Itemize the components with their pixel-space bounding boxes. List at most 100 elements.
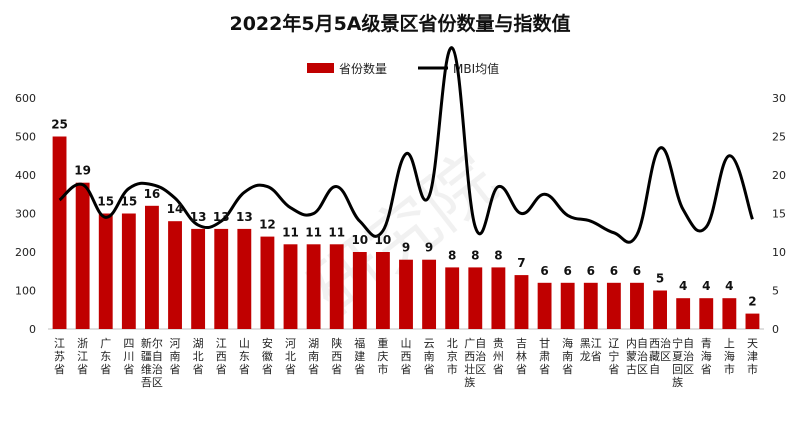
category-label: 黑龙江省 bbox=[580, 337, 602, 363]
bar bbox=[375, 252, 390, 329]
bar-data-label: 15 bbox=[120, 195, 137, 209]
bar-data-label: 6 bbox=[563, 264, 571, 278]
bar-data-label: 15 bbox=[97, 195, 114, 209]
bar bbox=[191, 228, 206, 329]
bar-data-label: 9 bbox=[425, 241, 433, 255]
category-label: 浙江省 bbox=[77, 337, 88, 376]
bar-data-label: 4 bbox=[702, 279, 710, 293]
bar bbox=[560, 282, 575, 329]
bars bbox=[52, 136, 760, 329]
bar-data-label: 7 bbox=[517, 256, 525, 270]
bar bbox=[583, 282, 598, 329]
y-right-tick-label: 0 bbox=[772, 323, 779, 336]
bar-data-label: 11 bbox=[282, 225, 299, 239]
category-label: 福建省 bbox=[354, 336, 365, 376]
bar bbox=[145, 205, 159, 329]
category-label: 陕西省 bbox=[331, 336, 342, 376]
y-left-tick-label: 100 bbox=[15, 285, 36, 298]
bar bbox=[606, 282, 621, 329]
bar-data-label: 6 bbox=[610, 264, 618, 278]
bar-data-label: 2 bbox=[748, 295, 756, 309]
bar bbox=[214, 228, 229, 329]
bar bbox=[745, 313, 760, 329]
y-left-tick-label: 600 bbox=[15, 92, 36, 105]
legend-bar-label: 省份数量 bbox=[339, 61, 387, 76]
y-right-tick-label: 15 bbox=[772, 208, 786, 221]
bar-data-label: 19 bbox=[74, 164, 91, 178]
category-label: 江苏省 bbox=[54, 337, 65, 376]
y-left-tick-label: 300 bbox=[15, 208, 36, 221]
category-label: 安徽省 bbox=[262, 336, 273, 376]
bar bbox=[52, 136, 67, 329]
y-right-tick-label: 25 bbox=[772, 131, 786, 144]
bar-data-label: 11 bbox=[328, 225, 345, 239]
category-label: 四川省 bbox=[123, 337, 134, 376]
bar-data-label: 13 bbox=[213, 210, 230, 224]
bar-data-label: 9 bbox=[402, 241, 410, 255]
bar bbox=[630, 282, 644, 329]
category-label: 江西省 bbox=[216, 337, 227, 376]
category-label: 广西壮族自治区 bbox=[464, 337, 486, 389]
bar bbox=[352, 252, 367, 329]
bar-data-label: 13 bbox=[236, 210, 253, 224]
category-label: 河南省 bbox=[170, 337, 181, 376]
y-left-tick-label: 0 bbox=[29, 323, 36, 336]
category-label: 青海省 bbox=[701, 337, 712, 376]
bar bbox=[121, 213, 136, 329]
bar-data-label: 13 bbox=[190, 210, 207, 224]
y-right-tick-label: 5 bbox=[772, 285, 779, 298]
category-label: 吉林省 bbox=[516, 337, 527, 376]
category-label: 山东省 bbox=[239, 337, 250, 376]
bar bbox=[491, 267, 506, 329]
bar bbox=[537, 282, 552, 329]
bar-data-label: 16 bbox=[144, 187, 161, 201]
bar bbox=[445, 267, 460, 329]
bar-data-label: 4 bbox=[679, 279, 687, 293]
y-left-tick-label: 400 bbox=[15, 169, 36, 182]
category-label: 湖北省 bbox=[193, 337, 204, 376]
legend: 省份数量 MBI均值 bbox=[307, 61, 499, 76]
bar-data-label: 8 bbox=[471, 248, 479, 262]
bar-data-label: 6 bbox=[633, 264, 641, 278]
bar-data-label: 4 bbox=[725, 279, 733, 293]
bar bbox=[237, 228, 252, 329]
bar bbox=[98, 213, 113, 329]
bar bbox=[329, 244, 344, 329]
bar-data-label: 8 bbox=[494, 248, 502, 262]
category-label: 宁夏回族自治区 bbox=[672, 336, 694, 389]
bar-data-label: 11 bbox=[305, 225, 322, 239]
bar bbox=[468, 267, 483, 329]
category-label: 北京市 bbox=[447, 337, 458, 376]
category-label: 内蒙古自治区 bbox=[626, 336, 648, 376]
bar-data-label: 6 bbox=[540, 264, 548, 278]
legend-bar-swatch bbox=[307, 63, 334, 73]
y-left-tick-label: 200 bbox=[15, 246, 36, 259]
category-label: 甘肃省 bbox=[539, 337, 550, 376]
y-right-tick-label: 30 bbox=[772, 92, 786, 105]
bar bbox=[260, 236, 275, 329]
bar-data-label: 10 bbox=[351, 233, 368, 247]
y-right-tick-label: 20 bbox=[772, 169, 786, 182]
bar-data-label: 14 bbox=[167, 202, 184, 216]
bar bbox=[283, 244, 298, 329]
category-label: 河北省 bbox=[285, 337, 296, 376]
bar bbox=[306, 244, 321, 329]
mbi-line-path bbox=[58, 46, 754, 244]
y-left-tick-label: 500 bbox=[15, 131, 36, 144]
legend-line-label: MBI均值 bbox=[453, 61, 499, 76]
category-label: 新疆维吾尔自治区 bbox=[141, 336, 163, 389]
mbi-line bbox=[58, 46, 754, 244]
category-label: 云南省 bbox=[424, 337, 435, 376]
bar bbox=[514, 275, 529, 329]
bar-data-label: 10 bbox=[375, 233, 392, 247]
bar bbox=[653, 290, 667, 329]
bar-data-label: 6 bbox=[587, 264, 595, 278]
category-label: 湖南省 bbox=[308, 337, 319, 376]
chart-title: 2022年5月5A级景区省份数量与指数值 bbox=[229, 12, 570, 35]
bar bbox=[422, 259, 437, 329]
category-label: 山西省 bbox=[401, 337, 412, 376]
category-label: 上海市 bbox=[724, 337, 735, 376]
bar-data-label: 8 bbox=[448, 248, 456, 262]
